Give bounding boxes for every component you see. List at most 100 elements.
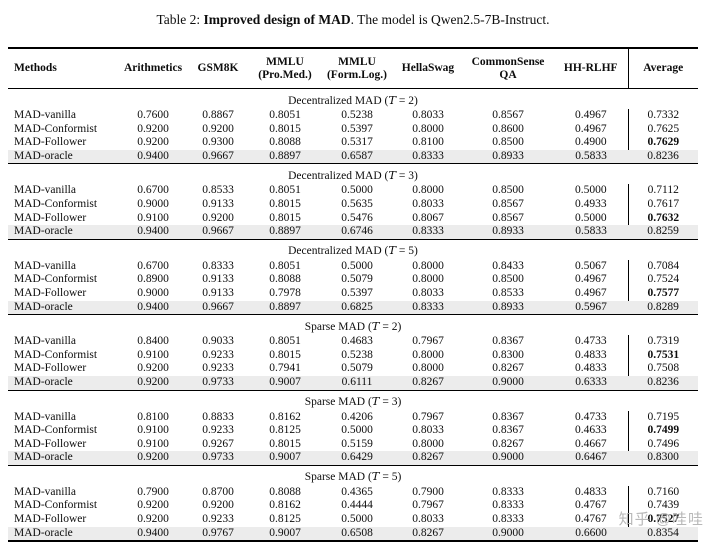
caption-prefix: Table 2: [156, 12, 204, 27]
value-cell: 0.9000 [462, 451, 554, 466]
col-header-gsm8k: GSM8K [186, 47, 250, 89]
col-header-hh-rlhf: HH-RLHF [554, 47, 628, 89]
section-header-row: Decentralized MAD (T = 2) [8, 89, 698, 110]
section-title-math-symbol: T [388, 243, 397, 258]
value-cell: 0.8100 [412, 136, 444, 149]
value-cell: 0.5476 [341, 211, 373, 224]
results-table: Methods Arithmetics GSM8K MMLU (Pro.Med.) MML… [8, 47, 698, 543]
value-cell: 0.4967 [574, 122, 607, 135]
value-cell: 0.8015 [269, 197, 301, 210]
col-header-sublabel: (Form.Log.) [326, 68, 388, 81]
value-cell: 0.9100 [137, 424, 169, 437]
col-header-commonsense-qa: CommonSense QA [462, 47, 554, 89]
method-cell: MAD-Follower [14, 211, 87, 224]
value-cell: 0.6700 [137, 259, 169, 272]
value-cell: 0.5238 [341, 109, 373, 121]
value-cell: 0.9233 [202, 348, 234, 361]
section-title-text: Sparse MAD ( [304, 320, 372, 333]
value-cell: 0.8162 [269, 410, 301, 423]
value-cell: 0.7967 [412, 335, 444, 348]
value-cell: 0.8267 [394, 375, 462, 390]
value-cell: 0.8015 [269, 211, 301, 224]
column-header-row: Methods Arithmetics GSM8K MMLU (Pro.Med.) MML… [8, 47, 698, 89]
value-cell: 0.9007 [250, 526, 320, 543]
average-cell: 0.7625 [627, 122, 698, 137]
section-title: Decentralized MAD (T = 3) [8, 163, 698, 185]
table-row: MAD-Conformist 0.9100 0.9233 0.8125 0.5000 0.… [8, 424, 698, 438]
section-header-row: Sparse MAD (T = 3) [8, 389, 698, 411]
average-cell: 0.7577 [627, 286, 698, 301]
value-cell: 0.4933 [574, 197, 607, 210]
method-cell: MAD-vanilla [14, 335, 76, 348]
value-cell: 0.8267 [492, 362, 524, 375]
value-cell: 0.4365 [341, 485, 373, 498]
value-cell: 0.8015 [269, 437, 301, 450]
section-header-row: Decentralized MAD (T = 5) [8, 238, 698, 260]
table-row: MAD-oracle 0.9400 0.9667 0.8897 0.6746 0.8333… [8, 225, 698, 240]
value-cell: 0.7941 [269, 362, 301, 375]
average-cell: 0.7496 [627, 437, 698, 452]
value-cell: 0.9133 [202, 273, 234, 286]
value-cell: 0.4833 [574, 485, 607, 498]
value-cell: 0.8367 [492, 335, 524, 348]
value-cell: 0.9667 [186, 300, 250, 315]
method-cell: MAD-vanilla [14, 259, 76, 272]
average-cell: 0.7531 [627, 348, 698, 363]
value-cell: 0.8051 [269, 184, 301, 197]
value-cell: 0.6746 [320, 225, 394, 240]
method-cell: MAD-oracle [8, 149, 120, 164]
col-header-label: CommonSense [471, 56, 545, 68]
caption-suffix: . The model is Qwen2.5-7B-Instruct. [350, 12, 550, 27]
value-cell: 0.9200 [137, 122, 169, 135]
section-header-row: Sparse MAD (T = 2) [8, 314, 698, 336]
value-cell: 0.6429 [320, 451, 394, 466]
value-cell: 0.8088 [269, 485, 301, 498]
table-row: MAD-vanilla 0.6700 0.8533 0.8051 0.5000 0.800… [8, 184, 698, 198]
average-cell: 0.8236 [628, 375, 698, 390]
table-row: MAD-vanilla 0.8400 0.9033 0.8051 0.4683 0.796… [8, 335, 698, 349]
average-cell: 0.7160 [627, 485, 698, 500]
section-title-text: Decentralized MAD ( [288, 169, 389, 182]
value-cell: 0.8333 [202, 259, 234, 272]
method-cell: MAD-Conformist [14, 197, 98, 210]
value-cell: 0.6508 [320, 526, 394, 543]
value-cell: 0.8000 [412, 184, 444, 197]
value-cell: 0.8000 [412, 437, 444, 450]
value-cell: 0.4733 [574, 410, 607, 423]
value-cell: 0.5000 [341, 259, 373, 272]
value-cell: 0.9733 [186, 375, 250, 390]
col-header-sublabel: QA [499, 68, 517, 81]
value-cell: 0.9233 [202, 424, 234, 437]
value-cell: 0.8051 [269, 259, 301, 272]
value-cell: 0.7967 [412, 499, 444, 512]
value-cell: 0.8567 [492, 211, 524, 224]
table-row: MAD-Follower 0.9100 0.9200 0.8015 0.5476 0.80… [8, 211, 698, 226]
value-cell: 0.9767 [186, 526, 250, 543]
col-header-mmlu-form-log: MMLU (Form.Log.) [320, 47, 394, 89]
value-cell: 0.5397 [341, 286, 373, 299]
method-cell: MAD-Conformist [14, 122, 98, 135]
average-cell: 0.7524 [627, 273, 698, 287]
value-cell: 0.8051 [269, 335, 301, 348]
value-cell: 0.7978 [269, 286, 301, 299]
method-cell: MAD-Conformist [14, 424, 98, 437]
value-cell: 0.8333 [492, 499, 524, 512]
value-cell: 0.8367 [492, 410, 524, 423]
value-cell: 0.8067 [412, 211, 444, 224]
method-cell: MAD-oracle [8, 225, 120, 240]
value-cell: 0.8015 [269, 348, 301, 361]
value-cell: 0.4967 [574, 286, 607, 299]
col-header-label: Arithmetics [123, 62, 183, 75]
value-cell: 0.9033 [202, 335, 234, 348]
value-cell: 0.9007 [250, 375, 320, 390]
value-cell: 0.8533 [492, 286, 524, 299]
value-cell: 0.7900 [412, 485, 444, 498]
value-cell: 0.8088 [269, 273, 301, 286]
method-cell: MAD-Follower [14, 437, 87, 450]
table-row: MAD-vanilla 0.8100 0.8833 0.8162 0.4206 0.796… [8, 410, 698, 425]
value-cell: 0.9233 [202, 513, 234, 526]
value-cell: 0.8033 [412, 286, 444, 299]
value-cell: 0.8567 [492, 197, 524, 210]
value-cell: 0.5079 [341, 362, 373, 375]
value-cell: 0.9400 [120, 300, 186, 315]
